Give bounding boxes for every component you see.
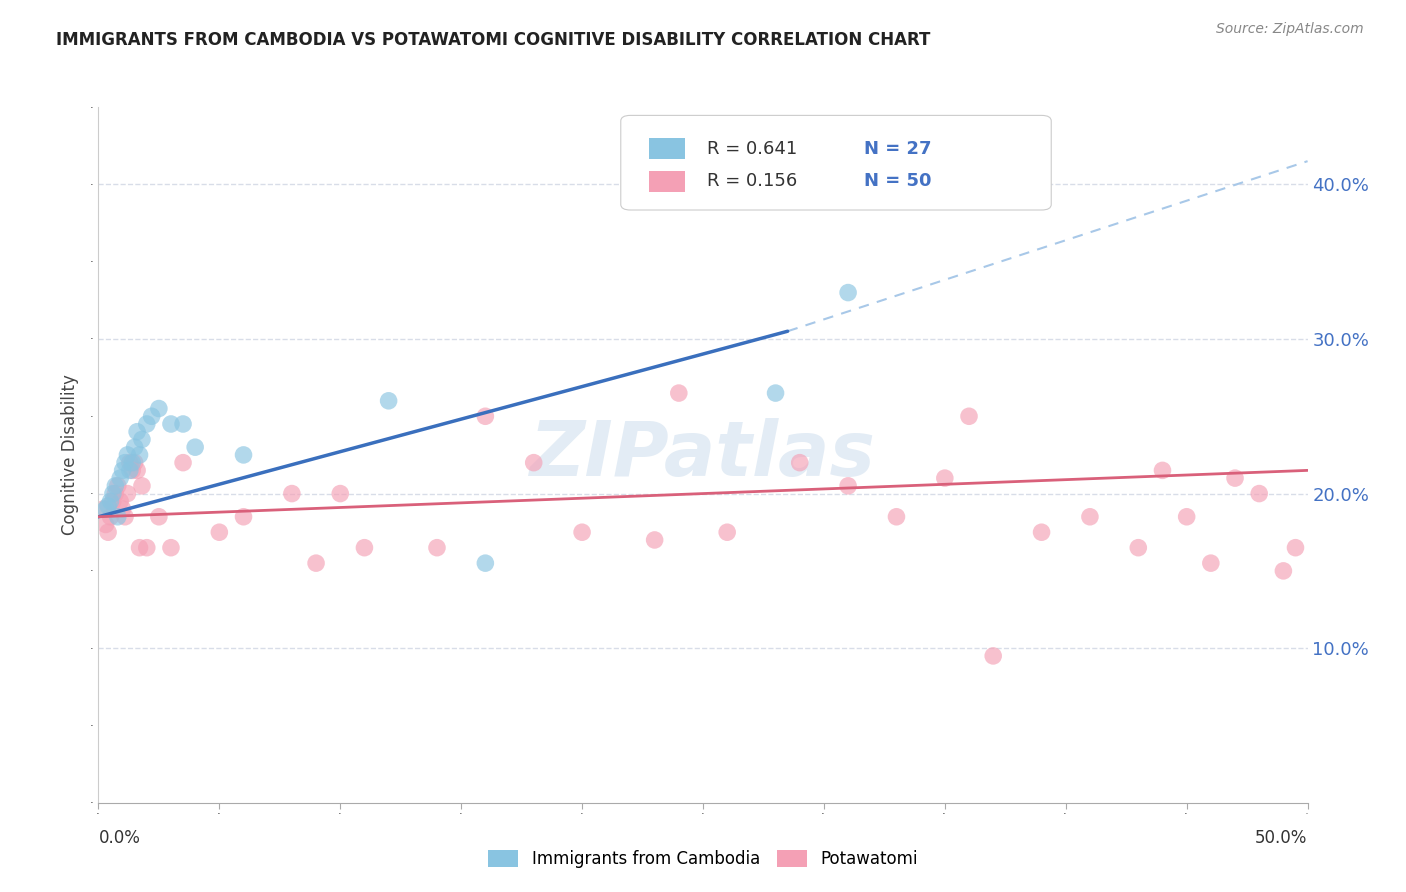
Point [131, 479, 153, 493]
Legend: Immigrants from Cambodia, Potawatomi: Immigrants from Cambodia, Potawatomi [482, 843, 924, 875]
Point [100, 509, 122, 524]
Point [1272, 564, 1295, 578]
Point [104, 479, 127, 493]
Point [1031, 525, 1053, 540]
Point [101, 494, 124, 508]
Text: R = 0.156: R = 0.156 [707, 172, 797, 191]
Point [131, 433, 153, 447]
Point [377, 393, 399, 408]
Point [114, 456, 136, 470]
Point [107, 509, 129, 524]
Point [957, 409, 980, 424]
Point [100, 494, 122, 508]
Y-axis label: Cognitive Disability: Cognitive Disability [62, 375, 79, 535]
Point [208, 525, 231, 540]
Point [981, 648, 1004, 663]
Point [232, 448, 254, 462]
Point [474, 409, 496, 424]
Point [94, 517, 117, 532]
Point [644, 533, 666, 547]
Point [184, 440, 207, 454]
Point [232, 509, 254, 524]
Text: R = 0.641: R = 0.641 [707, 140, 797, 158]
Point [118, 456, 141, 470]
Point [765, 386, 787, 401]
Point [114, 509, 136, 524]
Text: 50.0%: 50.0% [1256, 829, 1308, 847]
Point [91, 502, 114, 516]
Point [172, 456, 194, 470]
Point [121, 463, 143, 477]
Point [1128, 541, 1150, 555]
Point [94, 502, 117, 516]
Point [668, 386, 690, 401]
Point [117, 448, 139, 462]
Point [135, 541, 157, 555]
Point [121, 456, 143, 470]
Text: IMMIGRANTS FROM CAMBODIA VS POTAWATOMI COGNITIVE DISABILITY CORRELATION CHART: IMMIGRANTS FROM CAMBODIA VS POTAWATOMI C… [56, 31, 931, 49]
Point [329, 486, 352, 500]
Point [111, 502, 134, 516]
Point [127, 463, 149, 477]
Point [426, 541, 449, 555]
Point [108, 494, 131, 508]
Point [160, 417, 183, 431]
Point [97, 499, 120, 513]
Point [111, 463, 134, 477]
Point [523, 456, 546, 470]
Point [104, 486, 127, 500]
Point [1199, 556, 1222, 570]
Point [97, 525, 120, 540]
Text: 0.0%: 0.0% [98, 829, 141, 847]
Point [353, 541, 375, 555]
Point [837, 479, 859, 493]
Point [305, 556, 328, 570]
Point [1284, 541, 1306, 555]
Point [281, 486, 304, 500]
Point [148, 509, 170, 524]
Point [124, 440, 146, 454]
Point [160, 541, 183, 555]
Point [128, 448, 150, 462]
Point [117, 486, 139, 500]
FancyBboxPatch shape [621, 115, 1052, 210]
Point [135, 417, 157, 431]
Point [107, 479, 129, 493]
Point [108, 471, 131, 485]
Point [172, 417, 194, 431]
Point [1175, 509, 1198, 524]
Point [474, 556, 496, 570]
Point [141, 409, 163, 424]
Point [1249, 486, 1271, 500]
Point [1223, 471, 1246, 485]
Point [127, 425, 149, 439]
Point [886, 509, 908, 524]
Point [571, 525, 593, 540]
Point [789, 456, 811, 470]
Point [128, 541, 150, 555]
Point [837, 285, 859, 300]
Point [1078, 509, 1101, 524]
Text: N = 27: N = 27 [863, 140, 931, 158]
Point [1152, 463, 1174, 477]
Bar [648, 171, 685, 192]
Point [934, 471, 956, 485]
Point [118, 463, 141, 477]
Point [101, 486, 124, 500]
Point [148, 401, 170, 416]
Bar [648, 138, 685, 159]
Text: ZIPatlas: ZIPatlas [530, 418, 876, 491]
Text: Source: ZipAtlas.com: Source: ZipAtlas.com [1216, 22, 1364, 37]
Text: N = 50: N = 50 [863, 172, 931, 191]
Point [124, 456, 146, 470]
Point [716, 525, 738, 540]
